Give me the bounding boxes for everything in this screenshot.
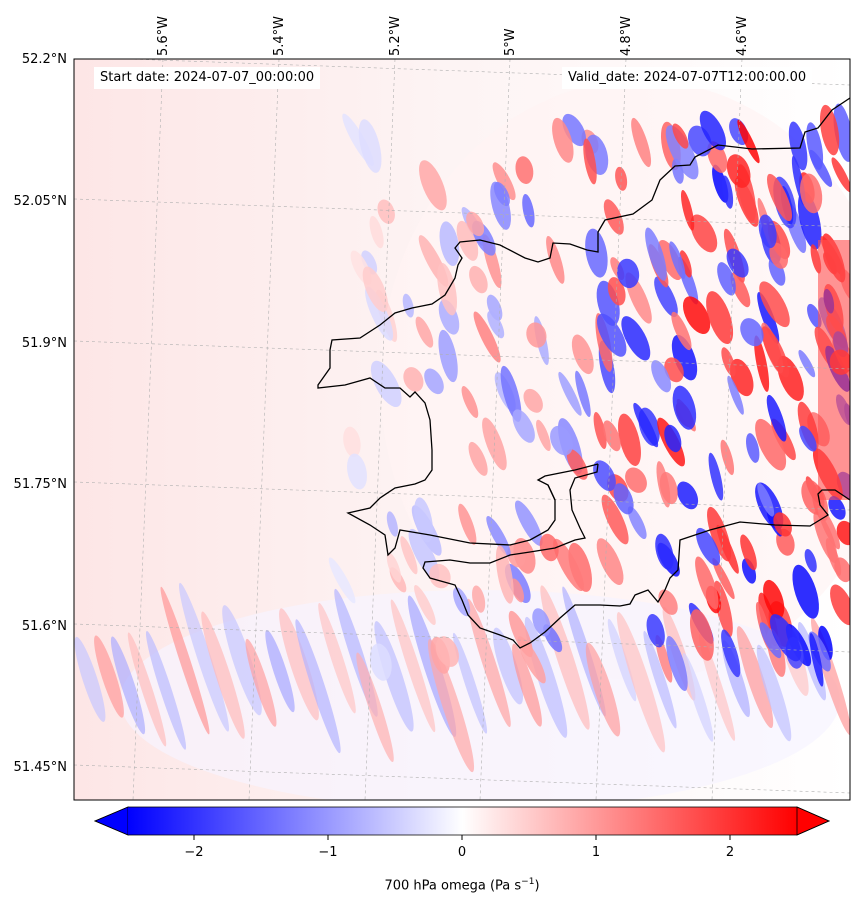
lat-label-51-9: 51.9°N xyxy=(21,336,67,351)
lon-label-5-2w: 5.2°W xyxy=(388,15,403,56)
colorbar-tick: 0 xyxy=(457,845,467,860)
colorbar-tick: 1 xyxy=(591,845,601,860)
lat-label-51-45: 51.45°N xyxy=(13,760,67,775)
coastline-milford-haven xyxy=(422,463,850,649)
coastline xyxy=(317,97,850,649)
coastline-north-pembrokeshire xyxy=(317,97,850,557)
colorbar-tick: −2 xyxy=(184,845,204,860)
colorbar-extend-high xyxy=(796,806,830,836)
omega-field xyxy=(74,59,850,800)
colorbar-tick: 2 xyxy=(725,845,735,860)
coastline-haven-inlet xyxy=(547,484,556,501)
lon-label-5-6w: 5.6°W xyxy=(156,15,171,56)
start-date-label: Start date: 2024-07-07_00:00:00 xyxy=(94,67,321,89)
lat-label-51-75: 51.75°N xyxy=(13,477,67,492)
lat-label-52-2: 52.2°N xyxy=(21,52,67,67)
lon-label-4-6w: 4.6°W xyxy=(735,15,750,56)
valid-date-label: Valid_date: 2024-07-07T12:00:00.00 xyxy=(562,67,813,89)
lat-label-51-6: 51.6°N xyxy=(21,619,67,634)
colorbar-label-unit-exponent: −1 xyxy=(521,877,535,887)
lon-label-5w: 5°W xyxy=(503,28,518,56)
map-frame xyxy=(73,58,851,801)
colorbar-label-close: ) xyxy=(534,878,540,894)
lat-label-52-05: 52.05°N xyxy=(13,194,67,209)
colorbar-label-text: 700 hPa omega (Pa s xyxy=(384,878,522,894)
omega-wave-bands xyxy=(74,103,850,773)
colorbar xyxy=(93,806,830,840)
lon-label-5-4w: 5.4°W xyxy=(272,15,287,56)
colorbar-gradient xyxy=(128,807,797,835)
colorbar-label: 700 hPa omega (Pa s−1) xyxy=(384,877,539,893)
colorbar-extend-low xyxy=(93,806,129,836)
lon-label-4-8w: 4.8°W xyxy=(619,15,634,56)
colorbar-tick: −1 xyxy=(318,845,338,860)
map-gridlines xyxy=(74,59,850,800)
